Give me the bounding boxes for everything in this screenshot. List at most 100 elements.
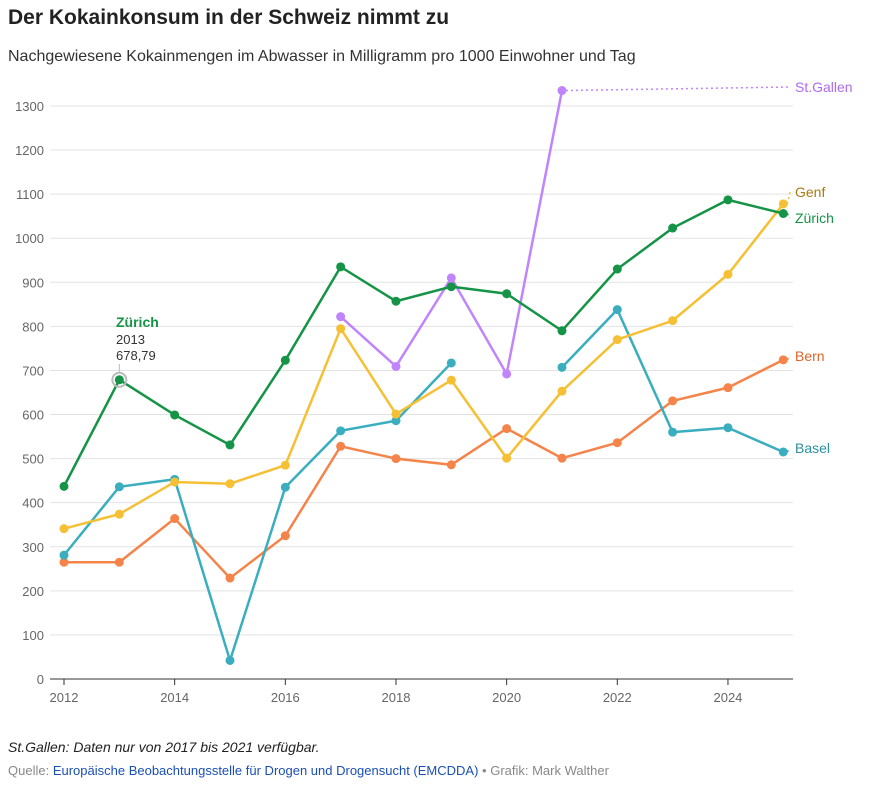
data-point	[336, 312, 346, 322]
x-tick-label: 2020	[492, 690, 521, 705]
data-point	[557, 362, 567, 372]
label-connector	[786, 447, 791, 453]
series-line-St.Gallen	[339, 90, 564, 378]
data-point	[668, 427, 678, 437]
x-tick-label: 2014	[160, 690, 189, 705]
y-tick-label: 700	[22, 363, 44, 378]
y-tick-label: 300	[22, 540, 44, 555]
footnote: St.Gallen: Daten nur von 2017 bis 2021 v…	[8, 739, 320, 755]
data-point	[170, 477, 180, 487]
annotation-marker	[111, 371, 128, 388]
data-point	[391, 416, 401, 426]
data-point	[723, 269, 733, 279]
y-tick-label: 800	[22, 319, 44, 334]
annotation-value: 678,79	[116, 348, 156, 363]
data-point	[778, 355, 788, 365]
data-point	[778, 209, 788, 219]
y-tick-label: 1000	[15, 231, 44, 246]
source-prefix: Quelle:	[8, 763, 53, 778]
data-point	[114, 509, 124, 519]
data-point	[446, 460, 456, 470]
source-link[interactable]: Europäische Beobachtungsstelle für Droge…	[52, 763, 479, 778]
data-point	[280, 460, 290, 470]
x-tick-label: 2022	[603, 690, 632, 705]
y-tick-label: 0	[37, 672, 44, 687]
data-point	[668, 316, 678, 326]
data-point	[612, 305, 622, 315]
label-connector	[786, 191, 791, 204]
data-point	[723, 423, 733, 433]
data-point	[446, 358, 456, 368]
data-point	[446, 375, 456, 385]
data-point	[225, 655, 235, 665]
chart-subtitle: Nachgewiesene Kokainmengen im Abwasser i…	[8, 48, 636, 65]
y-tick-label: 100	[22, 628, 44, 643]
data-point	[723, 383, 733, 393]
series-line-Basel	[63, 362, 453, 665]
credit: • Grafik: Mark Walther	[478, 763, 609, 778]
data-point	[336, 441, 346, 451]
data-point	[170, 514, 180, 524]
series-label: Genf	[795, 184, 825, 200]
data-point	[668, 396, 678, 406]
annotation-year: 2013	[116, 332, 145, 347]
data-point	[391, 361, 401, 371]
y-tick-label: 400	[22, 496, 44, 511]
series-label: Bern	[795, 348, 825, 364]
label-connector	[565, 86, 791, 92]
data-point	[336, 324, 346, 334]
data-point	[502, 424, 512, 434]
data-point	[557, 386, 567, 396]
data-point	[59, 524, 69, 534]
data-point	[502, 453, 512, 463]
data-point	[557, 326, 567, 336]
y-tick-label: 1100	[16, 187, 44, 202]
data-point	[778, 199, 788, 209]
series-line-Genf	[63, 203, 785, 530]
label-connector	[786, 355, 791, 361]
data-point	[391, 409, 401, 419]
data-point	[557, 86, 567, 96]
y-tick-label: 900	[22, 275, 44, 290]
data-point	[446, 282, 456, 292]
x-tick-label: 2012	[50, 690, 79, 705]
data-point	[225, 440, 235, 450]
data-point	[668, 223, 678, 233]
data-point	[391, 454, 401, 464]
series-line-Zürich	[62, 198, 784, 487]
data-point	[612, 438, 622, 448]
annotation-series: Zürich	[116, 314, 159, 330]
source-line: Quelle: Europäische Beobachtungsstelle f…	[8, 763, 609, 778]
series-label: Basel	[795, 440, 830, 456]
data-point	[446, 273, 456, 283]
y-tick-label: 200	[22, 584, 44, 599]
data-point	[225, 573, 235, 583]
data-point	[612, 264, 622, 274]
data-point	[170, 410, 180, 420]
data-point	[723, 195, 733, 205]
data-point	[280, 531, 290, 541]
data-point	[502, 289, 512, 299]
data-point	[336, 262, 346, 272]
y-tick-label: 1300	[15, 99, 44, 114]
series-label: Zürich	[795, 210, 834, 226]
data-point	[114, 482, 124, 492]
y-tick-label: 600	[22, 408, 44, 423]
y-tick-label: 1200	[15, 143, 44, 158]
data-point	[280, 355, 290, 365]
line-chart: 0 100 200 300 400 500 600 700 800 900 1000 1100 1200…	[15, 79, 853, 705]
data-point	[336, 426, 346, 436]
data-point	[114, 375, 124, 385]
x-tick-label: 2018	[382, 690, 411, 705]
y-tick-label: 500	[22, 452, 44, 467]
data-point	[225, 479, 235, 489]
data-point	[612, 335, 622, 345]
data-point	[59, 481, 69, 491]
data-point	[59, 557, 69, 567]
data-point	[557, 453, 567, 463]
data-point	[280, 482, 290, 492]
x-tick-label: 2024	[713, 690, 742, 705]
data-point	[502, 369, 512, 379]
data-point	[59, 550, 69, 560]
label-connector	[786, 213, 791, 219]
